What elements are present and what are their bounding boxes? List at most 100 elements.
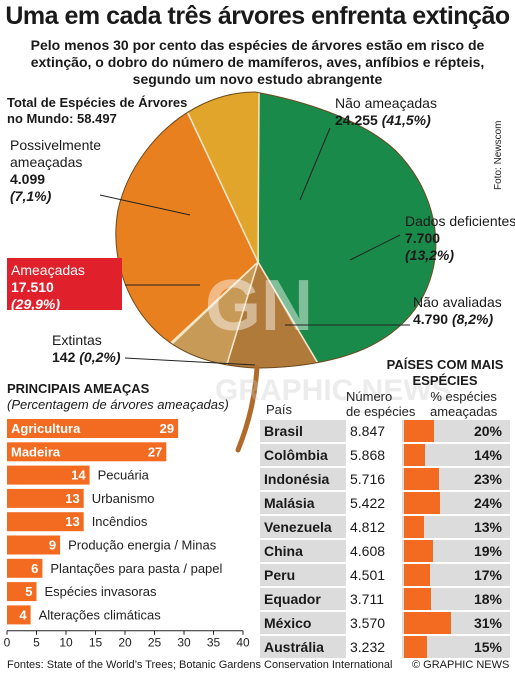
col-header-pct-line1: % espécies — [430, 389, 497, 404]
species-count: 4.501 — [346, 564, 402, 586]
threat-bar — [7, 582, 37, 602]
country-name: Equador — [264, 591, 321, 607]
page-subtitle: Pelo menos 30 por cento das espécies de … — [30, 37, 485, 87]
threat-bar — [7, 442, 167, 462]
label-possibly-threatened: Possivelmente ameaçadas 4.099 (7,1%) — [10, 137, 101, 205]
country-name: Austrália — [264, 639, 324, 655]
threat-value-label: 27 — [148, 444, 162, 459]
threat-category-label: Espécies invasoras — [45, 584, 157, 599]
country-row: México 3.570 31% — [260, 612, 510, 634]
country-name: Colômbia — [264, 447, 328, 463]
species-count: 5.422 — [346, 492, 402, 514]
country-row: Venezuela 4.812 13% — [260, 516, 510, 538]
label-data-deficient: Dados deficientes 7.700 (13,2%) — [405, 213, 515, 264]
threatened-pct-bar — [404, 468, 439, 490]
threatened-pct-bar — [404, 612, 451, 634]
threat-bar — [7, 535, 61, 555]
slice-value: 142 — [52, 349, 76, 365]
threatened-pct-bar — [404, 516, 424, 538]
leaf-stem — [235, 365, 260, 453]
species-count: 3.570 — [346, 612, 402, 634]
pie-slice-threatened — [115, 92, 259, 368]
slice-label: Dados deficientes — [405, 213, 515, 229]
x-tick-label: 15 — [89, 636, 103, 650]
country-name: Brasil — [264, 423, 303, 439]
country-row: China 4.608 19% — [260, 540, 510, 562]
copyright-credit: © GRAPHIC NEWS — [412, 659, 510, 671]
threatened-pct-bar — [404, 420, 434, 442]
threat-value-label: 4 — [19, 607, 27, 622]
slice-pct: (13,2%) — [405, 247, 455, 263]
country-row: Peru 4.501 17% — [260, 564, 510, 586]
x-tick-label: 5 — [33, 636, 40, 650]
threatened-pct-bar — [404, 564, 430, 586]
threat-category-label: Urbanismo — [92, 491, 155, 506]
threat-bar — [7, 512, 84, 532]
slice-label: Não ameaçadas — [335, 95, 437, 111]
threatened-pct: 14% — [473, 447, 502, 463]
species-count: 5.716 — [346, 468, 402, 490]
threatened-pct: 15% — [473, 639, 502, 655]
watermark-text: GRAPHIC NEWS — [215, 374, 452, 407]
threatened-pct-bar — [404, 444, 425, 466]
threat-category-label: Madeira — [11, 444, 61, 459]
slice-label: Não avaliadas — [413, 294, 502, 310]
threat-category-label: Alterações climáticas — [39, 607, 162, 622]
slice-label-2: ameaçadas — [10, 154, 83, 170]
threats-heading: Principais Ameaças — [7, 381, 150, 396]
total-label-line1: Total de Espécies de Árvores — [7, 95, 188, 110]
label-not-threatened: Não ameaçadas 24.255 (41,5%) — [335, 95, 437, 129]
slice-value: 17.510 — [11, 279, 54, 295]
threatened-pct-bar — [404, 540, 433, 562]
country-row: Indonésia 5.716 23% — [260, 468, 510, 490]
slice-value: 24.255 — [335, 112, 378, 128]
threat-value-label: 6 — [31, 561, 38, 576]
country-name: China — [264, 543, 303, 559]
country-row: Brasil 8.847 20% — [260, 420, 510, 442]
col-header-country: País — [266, 402, 293, 417]
countries-heading-line2: Espécies — [412, 373, 478, 388]
threat-bar — [7, 488, 84, 508]
label-threatened: Ameaçadas 17.510 (29,9%) — [7, 258, 122, 312]
slice-pct: (8,2%) — [451, 311, 494, 327]
threat-category-label: Plantações para pasta / papel — [50, 561, 222, 576]
x-tick-label: 0 — [4, 636, 11, 650]
threat-bar — [7, 605, 31, 625]
threatened-pct: 13% — [473, 519, 502, 535]
species-count: 4.608 — [346, 540, 402, 562]
total-value: 58.497 — [77, 111, 117, 126]
countries-heading-line1: Países com Mais — [386, 357, 504, 372]
country-row: Colômbia 5.868 14% — [260, 444, 510, 466]
species-count: 4.812 — [346, 516, 402, 538]
pie-slice-possibly-threatened — [159, 92, 261, 263]
x-tick-label: 30 — [177, 636, 191, 650]
total-species-label: Total de Espécies de Árvores no Mundo: 5… — [7, 95, 187, 127]
threat-category-label: Produção energia / Minas — [68, 538, 217, 553]
threat-category-label: Pecuária — [98, 468, 150, 483]
leader-lines — [99, 127, 410, 366]
slice-label: Extintas — [52, 332, 102, 348]
threat-value-label: 14 — [71, 468, 86, 483]
sources: Fontes: State of the World’s Trees; Bota… — [7, 659, 393, 671]
col-header-species-line2: de espécies — [346, 404, 416, 419]
col-header-species-line1: Número — [346, 389, 393, 404]
slice-pct: (7,1%) — [10, 188, 52, 204]
countries-heading: Países com Mais Espécies — [380, 357, 510, 389]
threatened-pct: 18% — [473, 591, 502, 607]
threat-bar — [7, 465, 90, 485]
threatened-pct: 31% — [473, 615, 502, 631]
threat-category-label: Agricultura — [11, 421, 81, 436]
species-count: 3.711 — [346, 588, 402, 610]
country-row: Malásia 5.422 24% — [260, 492, 510, 514]
species-count: 3.232 — [346, 636, 402, 658]
threat-value-label: 29 — [160, 421, 174, 436]
slice-value: 4.099 — [10, 171, 46, 187]
x-tick-label: 35 — [207, 636, 221, 650]
country-name: Indonésia — [264, 471, 330, 487]
threatened-pct: 17% — [473, 567, 502, 583]
country-row: Equador 3.711 18% — [260, 588, 510, 610]
slice-pct: (41,5%) — [381, 112, 431, 128]
threatened-pct: 19% — [473, 543, 502, 559]
threat-value-label: 9 — [49, 538, 56, 553]
